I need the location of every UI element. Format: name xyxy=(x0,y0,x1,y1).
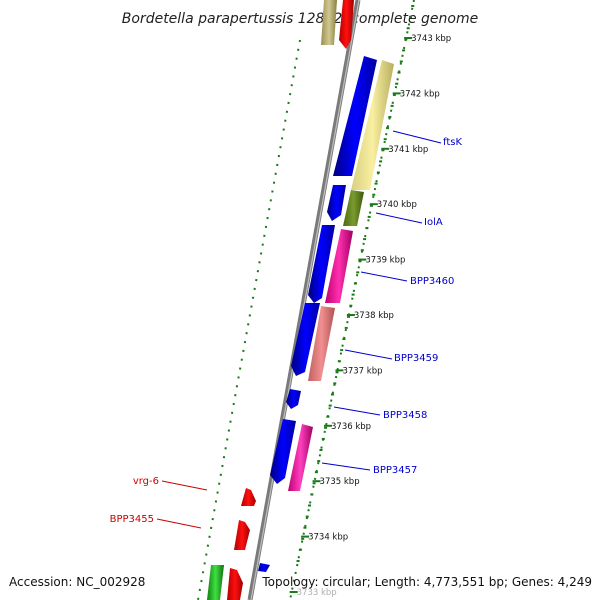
leader-ftsK xyxy=(392,130,442,144)
leader-BPP3455 xyxy=(156,518,202,529)
gene-label-BPP3458[interactable]: BPP3458 xyxy=(383,410,427,421)
gene-BPP3457[interactable] xyxy=(288,424,313,491)
gene-label-ftsK[interactable]: ftsK xyxy=(443,137,462,148)
gene-label-BPP3459[interactable]: BPP3459 xyxy=(394,353,438,364)
gene-red-bottom[interactable] xyxy=(227,568,243,600)
tick-label: 3743 kbp xyxy=(411,34,451,44)
gene-blue-5[interactable] xyxy=(286,389,301,409)
gene-blue-7[interactable] xyxy=(258,563,270,572)
leader-BPP3459 xyxy=(344,349,393,360)
leader-vrg6 xyxy=(161,480,208,491)
inner-tick-ring xyxy=(197,39,301,600)
map-title: Bordetella parapertussis 12822, complete… xyxy=(122,11,478,27)
tick-label: 3739 kbp xyxy=(365,256,405,266)
leader-BPP3458 xyxy=(333,406,381,416)
gene-BPP3455[interactable] xyxy=(234,520,250,550)
tick-marks xyxy=(289,5,415,593)
gene-blue-4[interactable] xyxy=(291,303,320,376)
gene-IolA[interactable] xyxy=(343,190,364,226)
gene-label-BPP3455[interactable]: BPP3455 xyxy=(110,514,154,525)
leader-IolA xyxy=(375,212,423,224)
gene-ftsK-blue[interactable] xyxy=(333,56,377,176)
gene-green-bottom[interactable] xyxy=(207,565,224,600)
gene-label-vrg6[interactable]: vrg-6 xyxy=(133,476,159,487)
tick-label: 3741 kbp xyxy=(388,145,428,155)
tick-labels: 3743 kbp 3742 kbp 3741 kbp 3740 kbp 3739 kbp… xyxy=(297,34,452,598)
topology-text: Topology: circular; Length: 4,773,551 bp… xyxy=(261,575,592,589)
gene-blue-6[interactable] xyxy=(270,419,296,484)
gene-label-IolA[interactable]: IolA xyxy=(424,217,443,228)
tick-label: 3736 kbp xyxy=(331,422,371,432)
gene-BPP3459[interactable] xyxy=(308,306,335,381)
outer-tick-ring xyxy=(289,0,415,600)
tick-label: 3742 kbp xyxy=(400,89,440,99)
tick-label: 3737 kbp xyxy=(342,366,382,376)
tick-label: 3735 kbp xyxy=(320,477,360,487)
gene-label-BPP3457[interactable]: BPP3457 xyxy=(373,465,417,476)
leader-BPP3460 xyxy=(360,271,408,282)
genome-backbone xyxy=(247,0,361,600)
gene-ftsK-yellow[interactable] xyxy=(351,60,394,190)
tick-label: 3734 kbp xyxy=(308,533,348,543)
gene-label-BPP3460[interactable]: BPP3460 xyxy=(410,276,454,287)
tick-label: 3740 kbp xyxy=(377,200,417,210)
gene-blue-3[interactable] xyxy=(308,225,335,303)
gene-khaki-top[interactable] xyxy=(321,0,337,45)
backbone-highlight xyxy=(250,0,360,600)
tick-label: 3738 kbp xyxy=(354,311,394,321)
gene-blue-2[interactable] xyxy=(327,185,346,221)
leader-BPP3457 xyxy=(321,462,371,471)
gene-red-top[interactable] xyxy=(339,0,354,49)
tick-label: 3733 kbp xyxy=(297,588,337,598)
gene-BPP3460[interactable] xyxy=(325,229,353,303)
accession-text: Accession: NC_002928 xyxy=(9,575,145,589)
gene-vrg6[interactable] xyxy=(241,488,256,506)
